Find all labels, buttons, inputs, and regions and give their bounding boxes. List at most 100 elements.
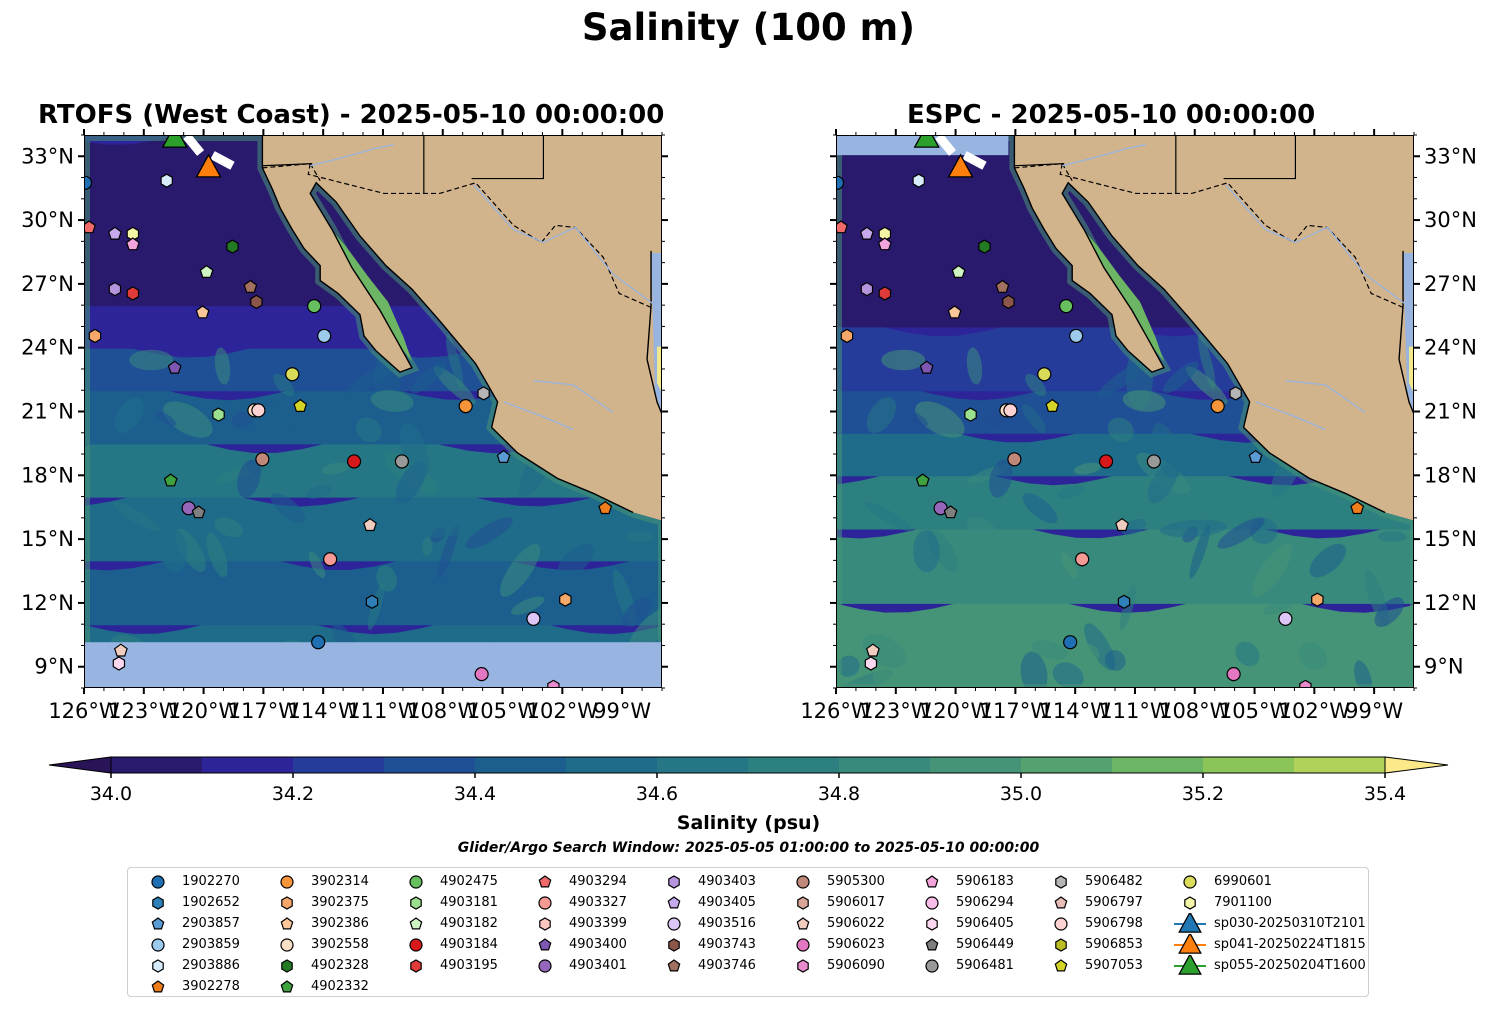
- legend-marker-icon: [926, 917, 938, 931]
- lon-tick-label: 120°W: [168, 699, 240, 723]
- argo-float-2903859: [317, 328, 332, 344]
- argo-float-1902270: [85, 175, 93, 190]
- argo-float-4903400: [167, 360, 182, 374]
- legend-marker-icon: [151, 875, 165, 889]
- argo-float-4903743: [1002, 294, 1015, 310]
- legend-label: 3902314: [311, 874, 369, 889]
- argo-float-1902270: [1063, 635, 1078, 650]
- legend-marker-icon: [280, 917, 294, 930]
- argo-float-4903195: [126, 286, 140, 301]
- legend-marker-icon: [1183, 875, 1197, 889]
- colorbar-tick-label: 34.4: [454, 783, 496, 805]
- lat-tick-label: 30°N: [21, 208, 74, 232]
- argo-float-5906022: [363, 517, 377, 532]
- argo-float-1902652: [1117, 594, 1131, 609]
- argo-float-2903859: [1069, 328, 1084, 344]
- legend-marker-icon: [667, 959, 681, 972]
- argo-float-4902475: [307, 299, 322, 314]
- legend-label: 3902375: [311, 895, 369, 910]
- legend-marker-icon: [151, 917, 165, 930]
- legend-marker-icon: [538, 875, 552, 888]
- argo-float-5905300: [255, 452, 270, 467]
- legend-label: 5906853: [1085, 937, 1143, 952]
- argo-float-4903195: [878, 286, 892, 301]
- legend-marker-icon: [152, 959, 164, 973]
- argo-float-4903516: [526, 611, 541, 626]
- argo-float-3902314: [1210, 399, 1225, 414]
- argo-float-5906183: [125, 237, 140, 251]
- legend-label: 5906482: [1085, 874, 1143, 889]
- argo-float-4903182: [951, 264, 966, 278]
- legend-marker-icon: [925, 959, 939, 973]
- lat-tick-label: 24°N: [21, 336, 74, 360]
- argo-float-4903294: [837, 220, 848, 234]
- legend-marker-icon: [151, 938, 165, 952]
- legend-label: 5906449: [956, 937, 1014, 952]
- lon-tick-label: 108°W: [407, 699, 479, 723]
- lat-tick-label: 9°N: [1424, 655, 1464, 679]
- lon-tick-label: 108°W: [1159, 699, 1231, 723]
- argo-float-5907053: [293, 398, 308, 412]
- lon-tick-label: 111°W: [347, 699, 419, 723]
- lat-tick-label: 15°N: [1424, 527, 1477, 551]
- legend-marker-icon: [925, 875, 939, 888]
- argo-float-4903327: [323, 552, 338, 567]
- legend-marker-icon: [1055, 875, 1067, 889]
- argo-float-5905300: [1007, 452, 1022, 467]
- colorbar-segment: [1203, 757, 1295, 773]
- legend-label: 6990601: [1214, 874, 1272, 889]
- legend-label: 4903516: [698, 916, 756, 931]
- argo-float-4903182: [199, 264, 214, 278]
- legend-label: 4903182: [440, 916, 498, 931]
- argo-float-4902332: [163, 473, 178, 487]
- legend-label: 4903399: [569, 916, 627, 931]
- argo-float-3902375: [559, 592, 572, 607]
- argo-float-4903400: [919, 360, 934, 374]
- argo-float-1902270: [837, 175, 845, 190]
- lon-tick-label: 117°W: [228, 699, 300, 723]
- argo-float-4903405: [107, 226, 122, 240]
- legend-marker-icon: [409, 917, 423, 930]
- legend-label: 4903405: [698, 895, 756, 910]
- colorbar-segment: [111, 757, 203, 773]
- legend-label: 4903184: [440, 937, 498, 952]
- colorbar-segment: [930, 757, 1022, 773]
- lat-tick-label: 18°N: [1424, 463, 1477, 487]
- colorbar-tick-label: 35.4: [1364, 783, 1406, 805]
- legend-label: 4903195: [440, 958, 498, 973]
- glider-sp055-20250204T1600: [161, 136, 188, 148]
- legend-label: 5906090: [827, 958, 885, 973]
- legend-label: 5906023: [827, 937, 885, 952]
- colorbar-under-extend: [48, 756, 112, 774]
- colorbar-segment: [839, 757, 931, 773]
- lon-tick-label: 114°W: [287, 699, 359, 723]
- glider-sp055-20250204T1600: [913, 136, 940, 148]
- lon-tick-label: 126°W: [48, 699, 120, 723]
- argo-float-3902314: [458, 399, 473, 414]
- legend-marker-icon: [797, 896, 809, 910]
- argo-float-4903405: [859, 226, 874, 240]
- legend-marker-icon: [1178, 955, 1202, 975]
- argo-float-4903403: [108, 281, 122, 297]
- lat-tick-label: 9°N: [34, 655, 74, 679]
- colorbar-tick-label: 35.0: [1000, 783, 1042, 805]
- legend-marker-icon: [152, 896, 164, 910]
- legend-marker-icon: [1055, 938, 1067, 952]
- legend-label: 5906798: [1085, 916, 1143, 931]
- argo-float-1902652: [365, 594, 379, 609]
- search-window-caption: Glider/Argo Search Window: 2025-05-05 01…: [457, 840, 1040, 856]
- argo-float-2903886: [912, 173, 925, 188]
- legend-label: 5906022: [827, 916, 885, 931]
- lat-tick-label: 12°N: [1424, 591, 1477, 615]
- right-map-title: ESPC - 2025-05-10 00:00:00: [907, 100, 1316, 130]
- argo-float-5906022: [113, 643, 128, 657]
- glider-sp041-20250224T1815: [947, 153, 974, 178]
- colorbar-segment: [657, 757, 749, 773]
- argo-float-4903516: [1278, 611, 1293, 626]
- colorbar-segment: [202, 757, 294, 773]
- argo-float-6990601: [285, 367, 300, 382]
- lon-tick-label: 99°W: [1345, 699, 1403, 723]
- argo-float-3902375: [88, 328, 102, 344]
- legend-label: 5905300: [827, 874, 885, 889]
- legend-marker-icon: [151, 980, 165, 993]
